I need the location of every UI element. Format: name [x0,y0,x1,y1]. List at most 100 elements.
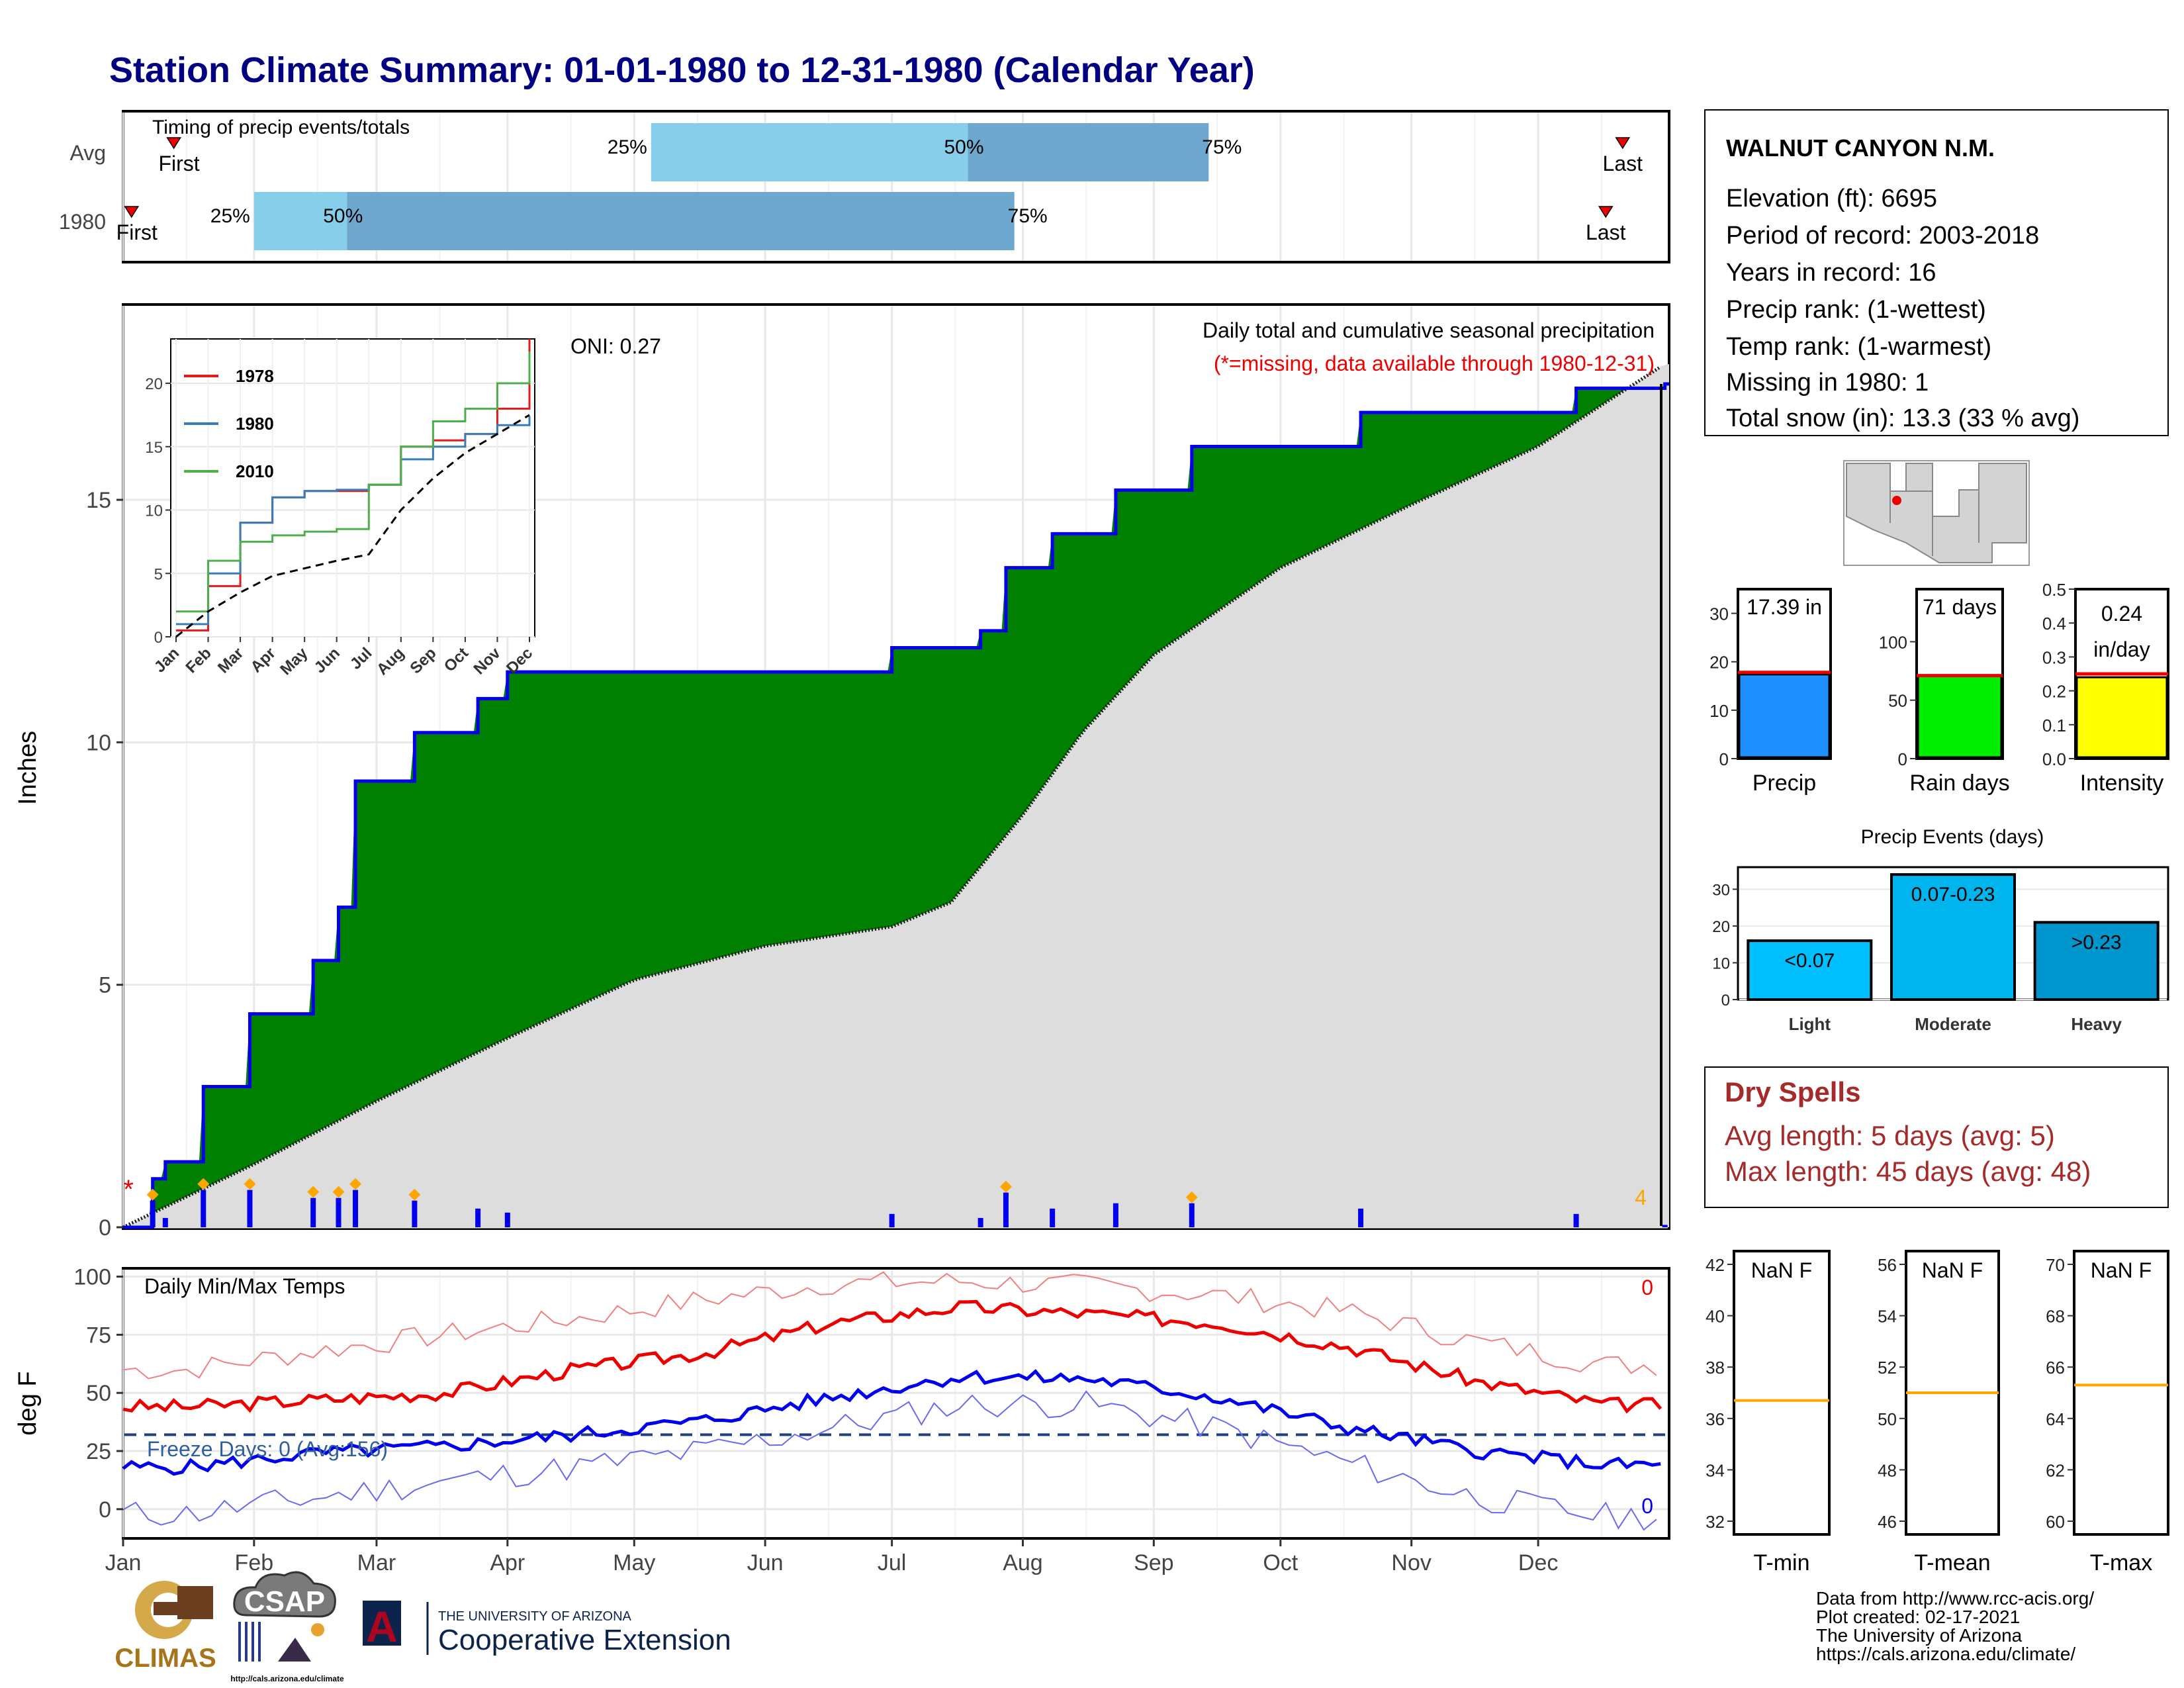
month-tick-label: Jun [747,1550,784,1575]
station-location-dot [1892,496,1901,505]
timing-bar-year-q1 [253,192,347,250]
station-line-years: Years in record: 16 [1726,259,1936,287]
ytick-label: 15 [86,488,111,513]
events-bar [1890,873,2016,1001]
gauge-label: Intensity [2080,771,2164,796]
daily-precip-bar [889,1213,895,1227]
daily-precip-bar [162,1217,168,1227]
ytick-label: 5 [99,973,111,998]
month-tick-label: Jan [105,1550,142,1575]
month-tick-label: Oct [1263,1550,1298,1575]
missing-note: (*=missing, data available through 1980-… [1214,352,1655,375]
events-category-label: Light [1789,1014,1831,1034]
csap-url: http://cals.arizona.edu/climate [230,1674,344,1683]
gauge-ytick-label: 0 [1719,749,1729,769]
csap-logo: CSAP http://cals.arizona.edu/climate [230,1571,344,1683]
temp-gauge-ytick-label: 62 [2046,1460,2065,1480]
gauge-ytick-label: 10 [1709,701,1729,721]
events-bar-label: <0.07 [1784,950,1835,972]
daily-precip-bar [353,1190,359,1227]
inset-ytick-label: 20 [145,375,163,393]
timing-label-25: 25% [210,205,250,227]
station-line-period: Period of record: 2003-2018 [1726,222,2039,250]
station-name: WALNUT CANYON N.M. [1726,134,1995,162]
inset-legend-label: 2010 [236,461,274,481]
daily-precip-bar [1003,1192,1009,1227]
timing-label-75: 75% [1008,205,1048,227]
temp-gauge-ytick-label: 40 [1706,1307,1725,1327]
daily-precip-bar [1358,1208,1364,1227]
month-tick-label: Jul [878,1550,906,1575]
temp-gauge-frame [1733,1250,1831,1536]
ua-small-text: THE UNIVERSITY OF ARIZONA [438,1609,632,1624]
main-ylabel: Inches [14,731,42,805]
temp-gauge-label: T-max [2090,1550,2152,1575]
timing-bar-year-q2 [347,192,1015,250]
inset-ytick-label: 0 [154,629,163,647]
inset-average-line [175,414,530,638]
dry-spells-box: Dry Spells Avg length: 5 days (avg: 5) M… [1704,1066,2169,1208]
month-tick-label: Apr [490,1550,525,1575]
temp-gauge-ytick-label: 38 [1706,1358,1725,1378]
temp-min-count: 0 [1641,1494,1653,1518]
events-title: Precip Events (days) [1861,826,2044,848]
temp-gauge-value: NaN F [1922,1258,1983,1282]
last-marker-avg [1615,137,1631,150]
first-label-avg: First [158,152,199,175]
temp-gauge-ytick-label: 46 [1878,1512,1897,1532]
temp-gauge-ytick-label: 32 [1706,1512,1725,1532]
timing-row-year: 1980 [59,210,106,234]
temp-gauge-ytick-label: 36 [1706,1409,1725,1429]
snow-marker [307,1186,320,1198]
climas-logo-text: CLIMAS [114,1644,216,1673]
missing-count: 4 [1635,1186,1647,1209]
precip-legend-title: Daily total and cumulative seasonal prec… [1203,318,1655,342]
gauge-ytick-label: 0.2 [2042,682,2066,702]
ytick-label: 10 [86,730,111,755]
first-marker-avg [166,137,181,150]
month-tick-label: Dec [1518,1550,1558,1575]
gauge-ytick-label: 20 [1709,653,1729,673]
first-label-year: First [116,220,158,244]
snow-marker [197,1178,210,1190]
footer-line-created: Plot created: 02-17-2021 [1816,1607,2020,1627]
temp-ytick-label: 100 [73,1265,111,1290]
temp-gauge-ytick-label: 60 [2046,1512,2065,1532]
temp-gauge-ytick-label: 56 [1878,1255,1897,1275]
temp-gauge-ytick-label: 48 [1878,1460,1897,1480]
gauge-bar [2075,676,2168,759]
arizona-shape [1846,463,2027,563]
inset-legend-label: 1978 [236,366,274,386]
daily-precip-bar [1113,1203,1118,1227]
last-label-year: Last [1586,220,1626,244]
gauge-label: Precip [1752,771,1816,796]
temp-gauge-label: T-mean [1914,1550,1990,1575]
events-category-label: Heavy [2071,1014,2122,1034]
temp-gauge-ytick-label: 54 [1878,1307,1897,1327]
temp-gauge-ytick-label: 34 [1706,1460,1725,1480]
station-info-box: WALNUT CANYON N.M. Elevation (ft): 6695 … [1704,109,2169,436]
events-bar [1747,939,1873,1001]
timing-row-avg: Avg [69,141,106,165]
temp-gauge-label: T-min [1754,1550,1810,1575]
daily-precip-bar [310,1197,316,1227]
temp-gauge-ytick-label: 50 [1878,1409,1897,1429]
footer-line-data: Data from http://www.rcc-acis.org/ [1816,1588,2094,1609]
first-marker-year [124,206,140,218]
daily-precip-bar [475,1208,481,1227]
daily-precip-bar [1662,1225,1668,1227]
temp-gauge-value: NaN F [2091,1258,2152,1282]
gauge-bar [1917,675,2003,759]
temp-gauge-ytick-label: 52 [1878,1358,1897,1378]
temp-gauge-ytick-label: 66 [2046,1358,2065,1378]
timing-label-50: 50% [944,136,983,158]
footer-line-url: https://cals.arizona.edu/climate/ [1816,1644,2075,1664]
gauge-bar [1738,673,1831,759]
daily-precip-bar [412,1200,418,1227]
gauge-ytick-label: 0.1 [2042,716,2066,735]
daily-precip-bar [978,1217,983,1227]
events-bar-label: >0.23 [2071,931,2122,953]
station-line-elevation: Elevation (ft): 6695 [1726,185,1937,212]
snow-marker [244,1178,256,1190]
temp-max-count: 0 [1641,1276,1653,1299]
